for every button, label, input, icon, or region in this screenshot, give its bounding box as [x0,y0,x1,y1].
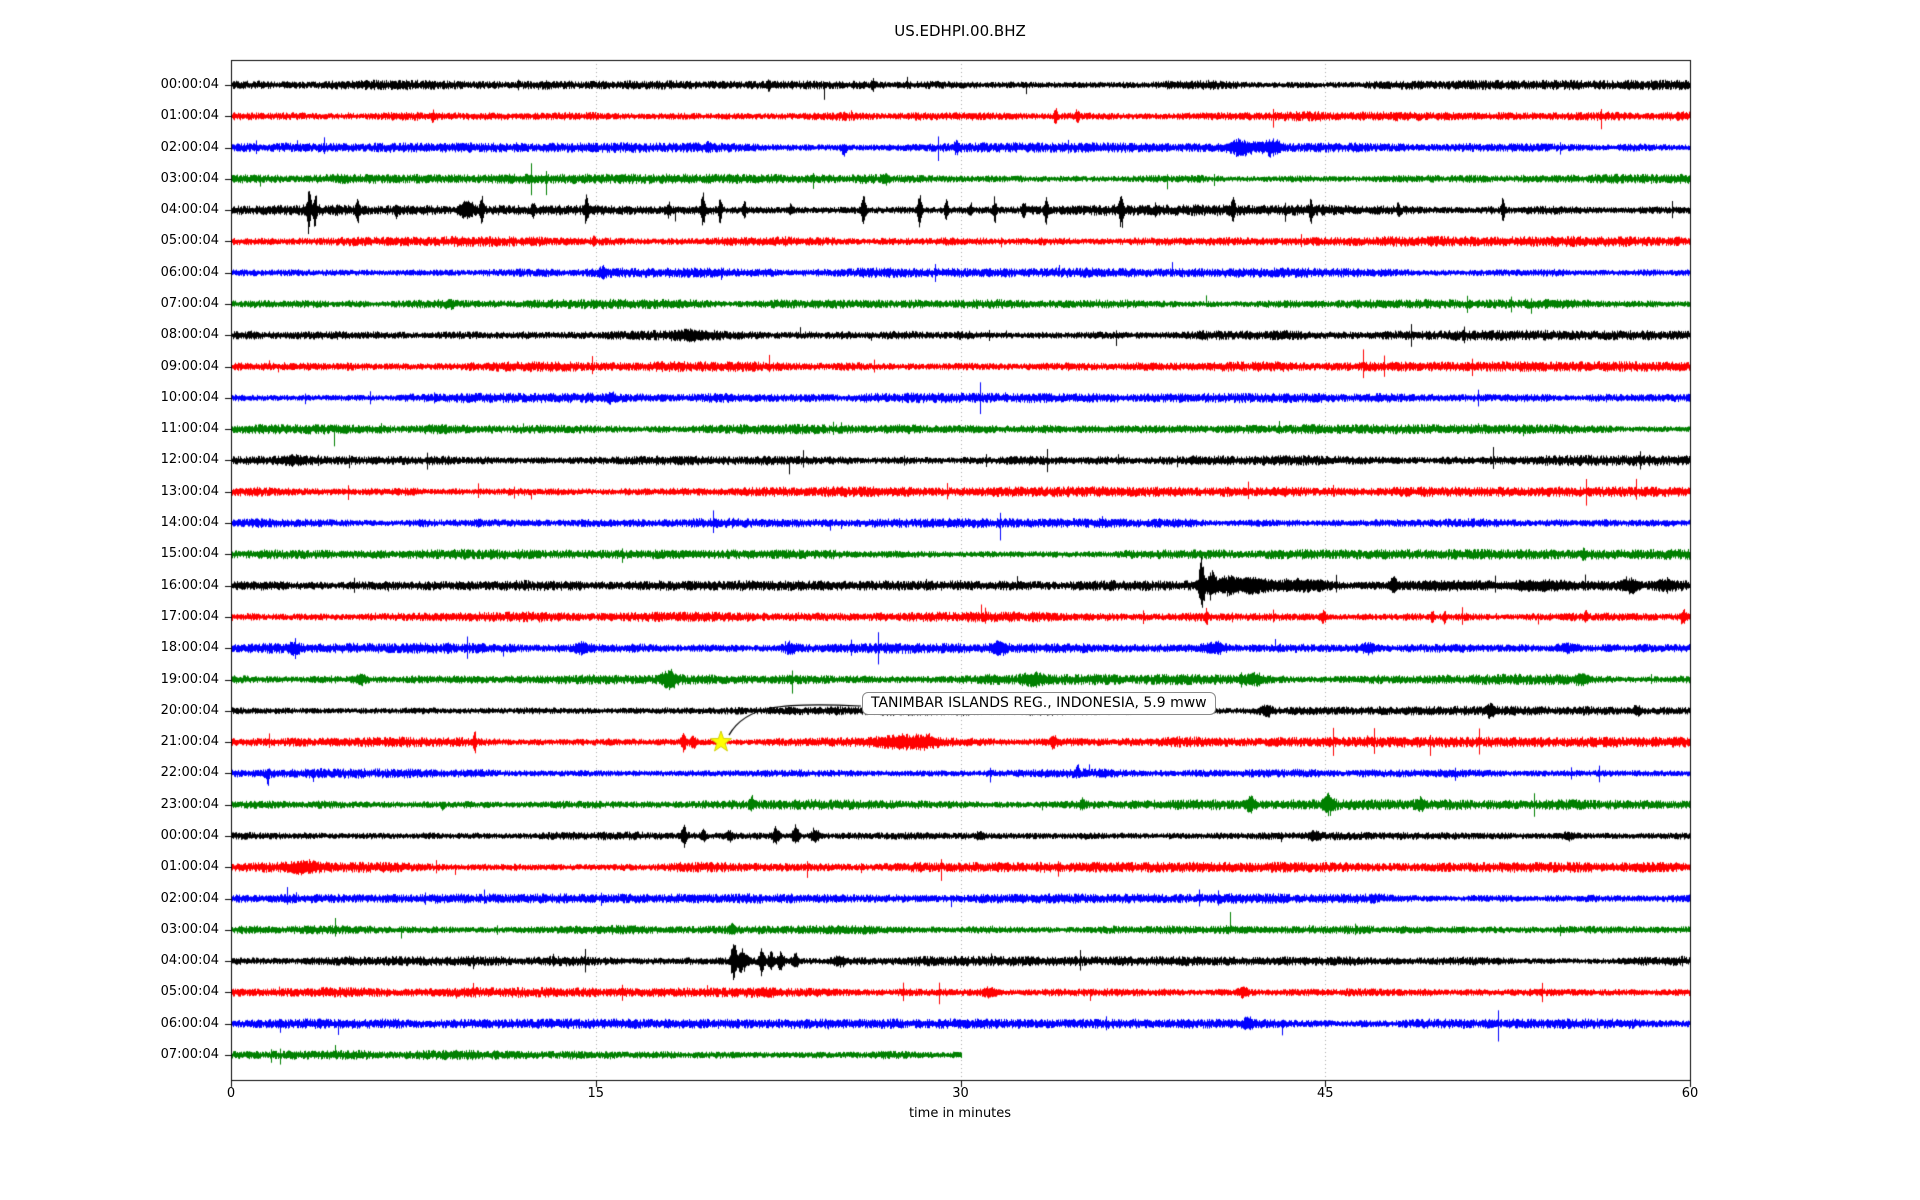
row-label: 03:00:04 [160,921,219,937]
row-label: 12:00:04 [160,452,219,468]
row-label: 04:00:04 [160,202,219,218]
row-label: 02:00:04 [160,890,219,906]
x-tick-label: 30 [952,1086,969,1101]
row-label: 02:00:04 [160,139,219,155]
row-label: 00:00:04 [160,827,219,843]
row-label: 04:00:04 [160,953,219,969]
row-label: 17:00:04 [160,608,219,624]
row-label: 11:00:04 [160,421,219,437]
row-label: 07:00:04 [160,296,219,312]
row-label: 19:00:04 [160,671,219,687]
chart-title: US.EDHPI.00.BHZ [894,22,1026,40]
row-label: 06:00:04 [160,264,219,280]
row-label: 23:00:04 [160,796,219,812]
row-label: 01:00:04 [160,859,219,875]
x-tick-label: 60 [1681,1086,1699,1101]
row-label: 22:00:04 [160,765,219,781]
row-label: 05:00:04 [160,984,219,1000]
row-label: 07:00:04 [160,1046,219,1062]
event-annotation-text: TANIMBAR ISLANDS REG., INDONESIA, 5.9 mw… [871,695,1207,711]
row-label: 06:00:04 [160,1015,219,1031]
row-label: 00:00:04 [160,77,219,92]
row-label: 16:00:04 [160,577,219,593]
row-label: 20:00:04 [160,702,219,718]
row-label: 14:00:04 [160,515,219,531]
row-label: 13:00:04 [160,483,219,499]
row-label: 01:00:04 [160,108,219,124]
row-label: 08:00:04 [160,327,219,343]
x-tick-label: 45 [1316,1086,1334,1101]
row-label: 10:00:04 [160,389,219,405]
x-axis-label: time in minutes [908,1106,1012,1121]
row-label: 05:00:04 [160,233,219,249]
row-label: 15:00:04 [160,546,219,562]
row-label: 03:00:04 [160,170,219,186]
row-label: 18:00:04 [160,640,219,656]
event-annotation: TANIMBAR ISLANDS REG., INDONESIA, 5.9 mw… [862,692,1216,715]
row-label: 09:00:04 [160,358,219,374]
x-tick-label: 15 [587,1086,605,1101]
row-label: 21:00:04 [160,734,219,750]
x-tick-label: 0 [226,1086,236,1101]
